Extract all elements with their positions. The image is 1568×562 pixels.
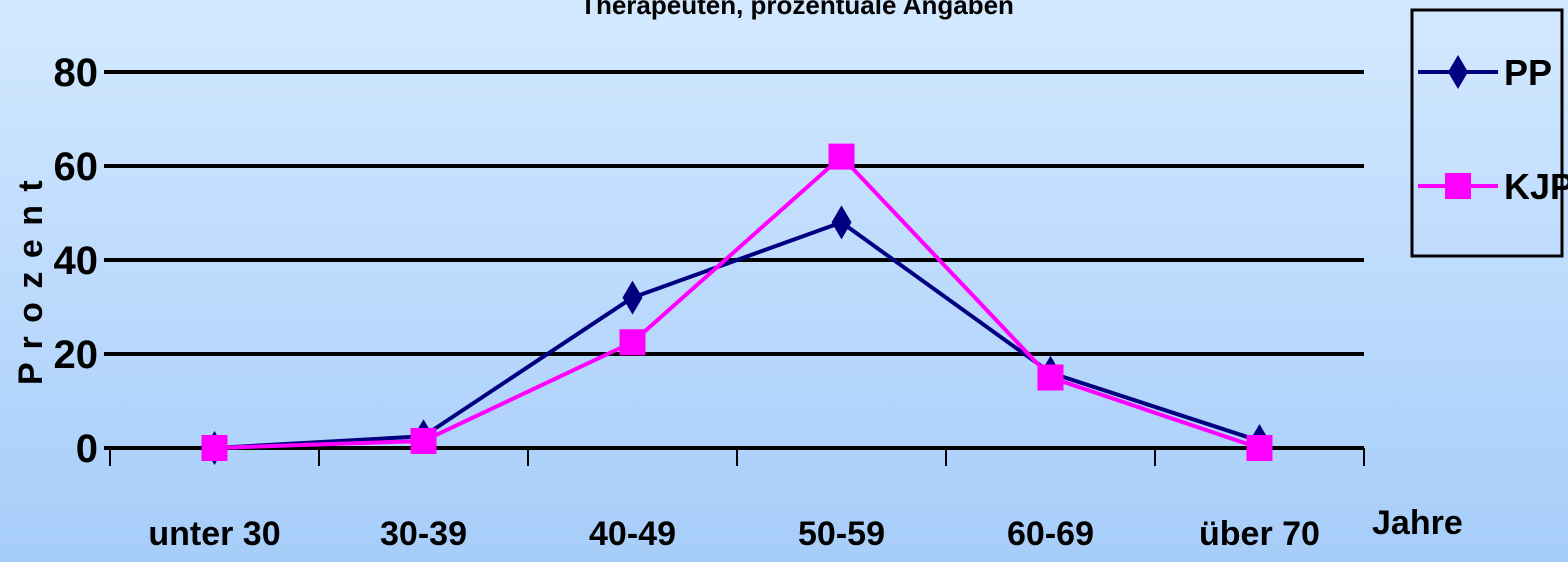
y-tick-label: 0 <box>76 427 98 471</box>
legend-marker-kjp <box>1445 173 1471 199</box>
data-point-kjp <box>1246 435 1273 461</box>
y-tick-label: 40 <box>54 239 99 283</box>
x-tick-label: über 70 <box>1199 515 1320 553</box>
legend-marker-pp <box>1448 55 1468 89</box>
series-layer <box>201 143 1273 465</box>
grid-layer <box>104 70 1364 356</box>
data-point-kjp <box>828 143 855 170</box>
y-axis-label: P r o z e n t <box>12 178 50 385</box>
y-tick-label: 80 <box>54 51 99 95</box>
data-point-pp <box>622 280 643 315</box>
y-tick-label: 60 <box>54 145 99 189</box>
legend-box <box>1410 8 1564 258</box>
data-point-kjp <box>410 427 437 454</box>
legend-label-pp: PP <box>1504 52 1552 93</box>
x-tick-label: 60-69 <box>1007 515 1094 553</box>
legend-label-kjp: KJP <box>1504 166 1568 207</box>
x-tick-label: unter 30 <box>148 515 280 553</box>
data-point-kjp <box>619 329 646 356</box>
x-tick-label: 30-39 <box>380 515 467 553</box>
data-point-kjp <box>1037 364 1064 391</box>
data-point-kjp <box>201 435 228 461</box>
y-tick-label: 20 <box>54 333 99 377</box>
x-tick-label: 50-59 <box>798 515 885 553</box>
series-line-pp <box>214 220 1261 450</box>
axis-layer: 0 20 40 60 80 unter 30 30-39 40-49 50-59 60-69 übe… <box>54 51 1365 553</box>
x-axis-label: Jahre <box>1372 504 1463 542</box>
series-line-kjp <box>214 154 1261 450</box>
data-point-pp <box>831 205 852 240</box>
x-tick-label: 40-49 <box>589 515 676 553</box>
legend: PP KJP <box>1410 8 1568 258</box>
chart-title: Therapeuten, prozentuale Angaben <box>580 0 1014 20</box>
